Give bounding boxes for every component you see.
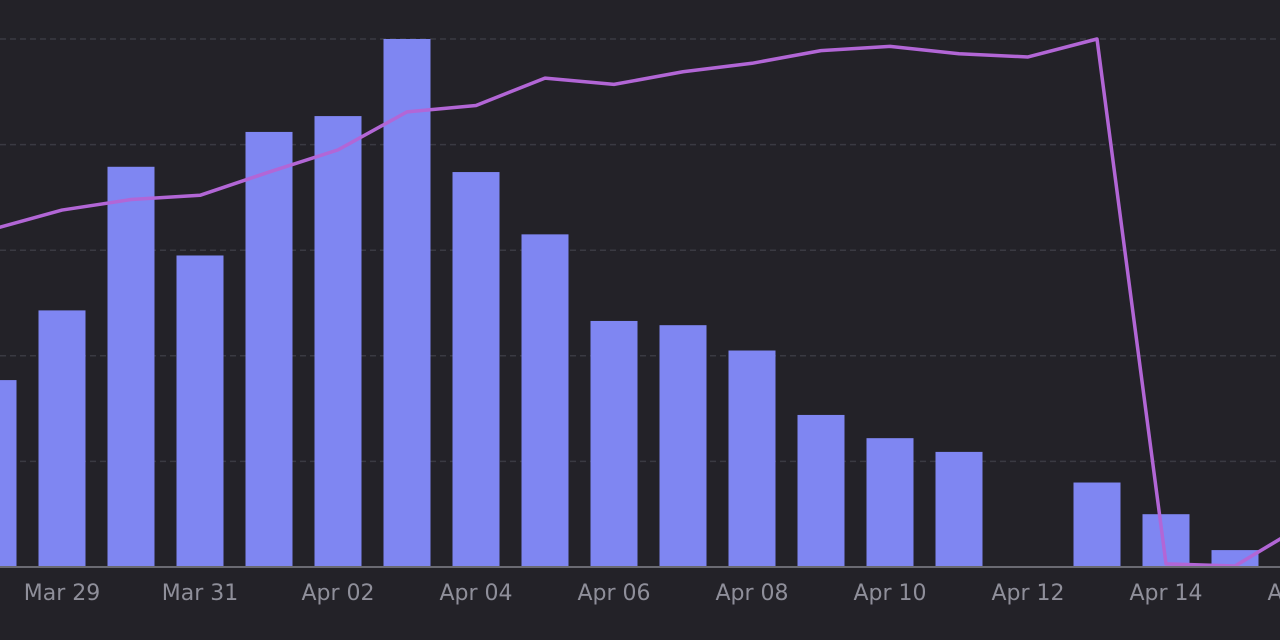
bar [590, 320, 638, 567]
bar [452, 172, 500, 567]
bar [1211, 550, 1259, 567]
x-tick-label: Apr 14 [1129, 581, 1202, 606]
x-tick-label: Apr 06 [577, 581, 650, 606]
bar [521, 234, 569, 568]
bar [107, 166, 155, 567]
bar [935, 451, 983, 567]
bar [0, 380, 17, 567]
bar [728, 350, 776, 567]
x-tick-label: Apr 02 [301, 581, 374, 606]
x-tick-label: Apr 16 [1267, 581, 1280, 606]
x-tick-label: Apr 04 [439, 581, 512, 606]
bar [383, 39, 431, 567]
bar [314, 116, 362, 567]
x-tick-label: Mar 31 [162, 581, 239, 606]
bar [38, 310, 86, 567]
bar [866, 438, 914, 567]
bar [176, 255, 224, 568]
x-tick-label: Apr 12 [991, 581, 1064, 606]
line [0, 37, 1280, 568]
bar [659, 325, 707, 567]
x-tick-label: Mar 29 [24, 581, 101, 606]
bar [1073, 482, 1121, 567]
x-tick-label: Apr 10 [853, 581, 926, 606]
bar [797, 414, 845, 567]
x-tick-label: Apr 08 [715, 581, 788, 606]
bar [245, 131, 293, 568]
